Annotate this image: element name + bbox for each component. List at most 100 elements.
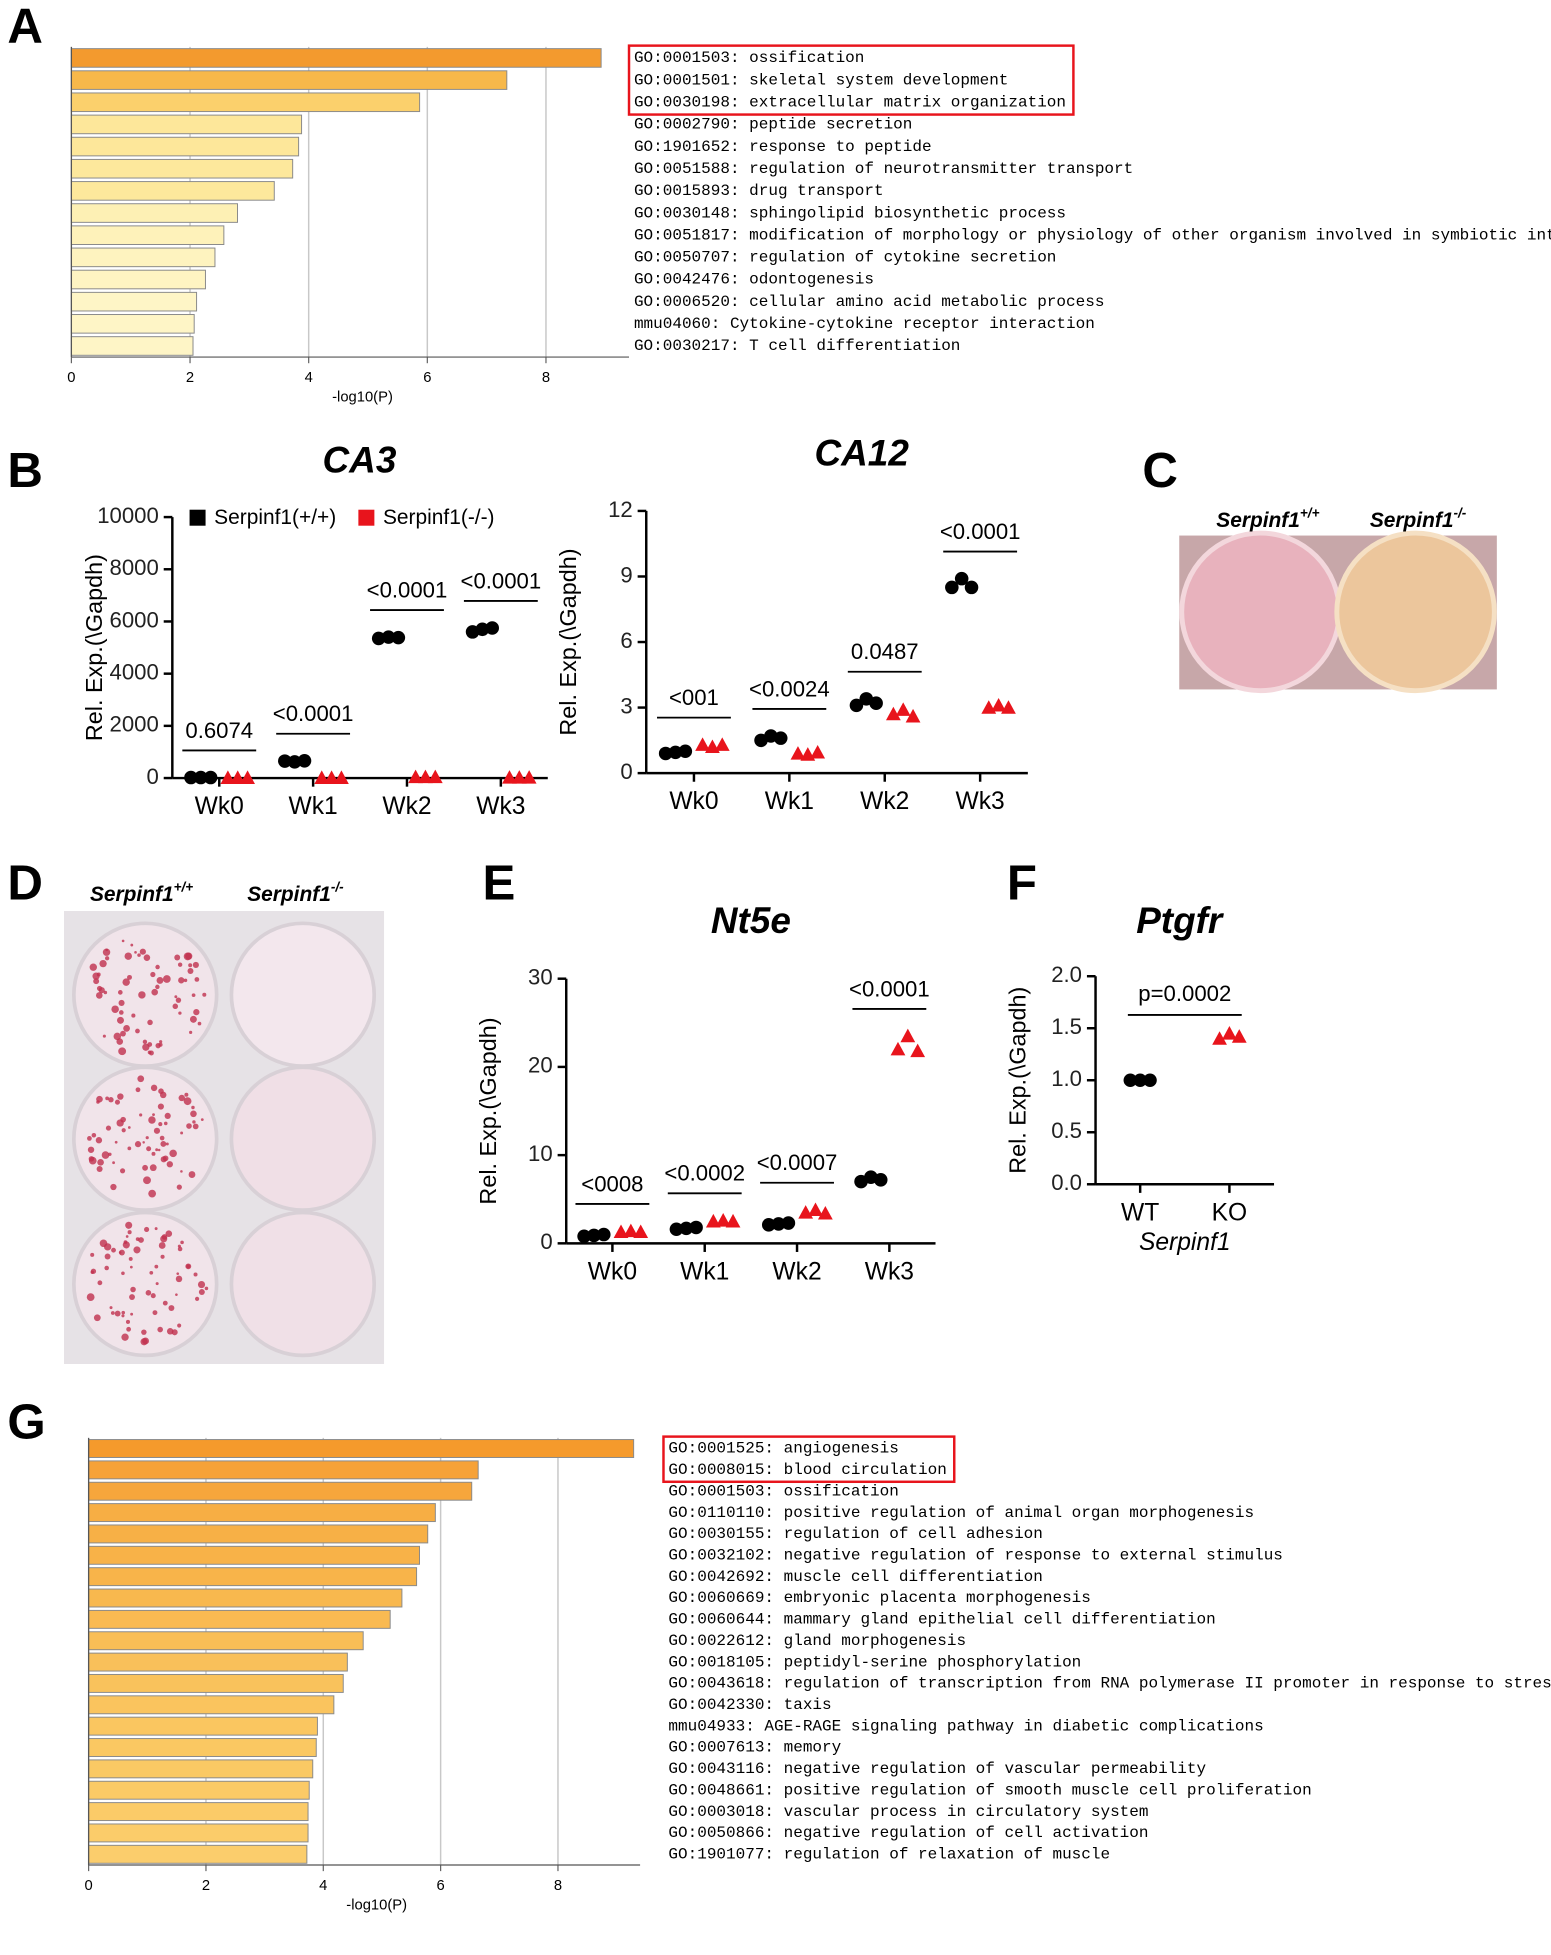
- stain-spot: [177, 1323, 182, 1328]
- x-tick-label: 4: [319, 1878, 327, 1894]
- bar-label: GO:0030217: T cell differentiation: [634, 337, 960, 355]
- legend-swatch: [358, 509, 375, 526]
- stain-spot: [118, 1010, 124, 1015]
- stain-spot: [102, 948, 111, 956]
- bar: [88, 1759, 314, 1779]
- bar-label: GO:0001501: skeletal system development: [634, 71, 1008, 89]
- bar: [70, 203, 238, 223]
- data-point: [597, 1227, 611, 1242]
- stain-spot: [148, 1116, 156, 1124]
- stain-spot: [193, 1272, 198, 1277]
- x-tick-label: Wk1: [765, 788, 814, 815]
- bar-label: GO:0022612: gland morphogenesis: [668, 1632, 966, 1650]
- stain-spot: [195, 1296, 200, 1301]
- stain-spot: [125, 1221, 133, 1229]
- stain-spot: [149, 1164, 157, 1172]
- panel-letter: E: [483, 855, 516, 910]
- bar-label: GO:0110110: positive regulation of anima…: [668, 1504, 1254, 1522]
- x-axis-label: Serpinf1: [1139, 1229, 1231, 1256]
- data-point: [278, 754, 292, 768]
- data-point: [502, 770, 517, 784]
- stain-spot: [165, 1142, 169, 1146]
- stain-spot: [130, 943, 134, 947]
- stain-spot: [178, 977, 185, 984]
- data-point: [391, 630, 406, 645]
- bar-label: GO:0051817: modification of morphology o…: [634, 226, 1551, 244]
- p-value: 0.0487: [851, 639, 919, 664]
- data-point: [905, 708, 921, 723]
- stain-spot: [113, 1032, 122, 1041]
- stain-spot: [135, 1028, 140, 1034]
- bar: [70, 336, 194, 356]
- bar-label: GO:0015893: drug transport: [634, 182, 884, 200]
- y-tick-label: 6000: [110, 607, 159, 632]
- bar: [88, 1567, 418, 1587]
- bar: [88, 1481, 473, 1501]
- stain-spot: [185, 1263, 192, 1270]
- stain-spot: [151, 988, 158, 996]
- bar-label: GO:0051588: regulation of neurotransmitt…: [634, 160, 1133, 178]
- data-point: [220, 770, 236, 784]
- well: [229, 1065, 377, 1212]
- data-point: [521, 770, 537, 784]
- bar-label: GO:1901077: regulation of relaxation of …: [668, 1846, 1110, 1864]
- bar: [88, 1545, 421, 1565]
- stain-spot: [108, 1097, 114, 1103]
- well: [1334, 530, 1497, 694]
- data-point: [427, 769, 443, 784]
- stain-spot: [156, 976, 164, 984]
- x-tick-label: 6: [423, 370, 431, 386]
- stain-spot: [93, 1314, 101, 1322]
- stain-spot: [155, 964, 160, 970]
- y-tick-label: 20: [528, 1053, 553, 1078]
- bar: [70, 114, 303, 135]
- stain-spot: [97, 1159, 104, 1166]
- stain-spot: [121, 1333, 129, 1341]
- stain-spot: [155, 1148, 159, 1152]
- stain-spot: [178, 1011, 182, 1015]
- stain-spot: [159, 1091, 167, 1099]
- stain-spot: [112, 1161, 115, 1165]
- stain-spot: [129, 1265, 133, 1269]
- stain-spot: [134, 951, 137, 954]
- bar: [88, 1588, 403, 1608]
- p-value: <0.0001: [461, 568, 542, 593]
- stain-spot: [139, 948, 146, 955]
- bar-label: GO:0060644: mammary gland epithelial cel…: [668, 1611, 1215, 1629]
- legend-label: Serpinf1(+/+): [214, 506, 336, 529]
- stain-spot: [87, 1136, 92, 1141]
- p-value: p=0.0002: [1138, 981, 1231, 1006]
- bar: [88, 1802, 309, 1822]
- stain-spot: [127, 1230, 132, 1235]
- stain-spot: [180, 1131, 184, 1135]
- bar: [88, 1460, 479, 1480]
- x-tick-label: 0: [85, 1878, 93, 1894]
- stain-spot: [191, 993, 196, 998]
- chart-title: Nt5e: [711, 900, 791, 941]
- stain-spot: [160, 1140, 167, 1147]
- stain-spot: [159, 1040, 163, 1044]
- panel-letter: C: [1142, 443, 1178, 498]
- stain-spot: [121, 1310, 126, 1315]
- data-point: [678, 744, 693, 759]
- stain-spot: [91, 1132, 97, 1138]
- x-tick-label: 4: [305, 370, 313, 386]
- stain-spot: [183, 1097, 192, 1106]
- x-tick-label: Wk1: [289, 793, 338, 820]
- stain-spot: [120, 1030, 126, 1037]
- data-point: [725, 1213, 741, 1228]
- stain-spot: [157, 1148, 161, 1152]
- legend-swatch: [189, 509, 206, 526]
- stain-spot: [184, 1092, 189, 1097]
- data-point: [869, 696, 883, 710]
- stain-spot: [190, 1110, 197, 1118]
- stain-spot: [172, 1003, 179, 1010]
- data-point: [475, 622, 490, 637]
- bar: [70, 70, 508, 90]
- p-value: <0.0024: [749, 676, 830, 701]
- bar-label: mmu04060: Cytokine-cytokine receptor int…: [634, 315, 1095, 333]
- stain-spot: [176, 1272, 180, 1275]
- stain-spot: [142, 1039, 148, 1045]
- bar: [70, 158, 294, 179]
- stain-spot: [119, 1168, 126, 1174]
